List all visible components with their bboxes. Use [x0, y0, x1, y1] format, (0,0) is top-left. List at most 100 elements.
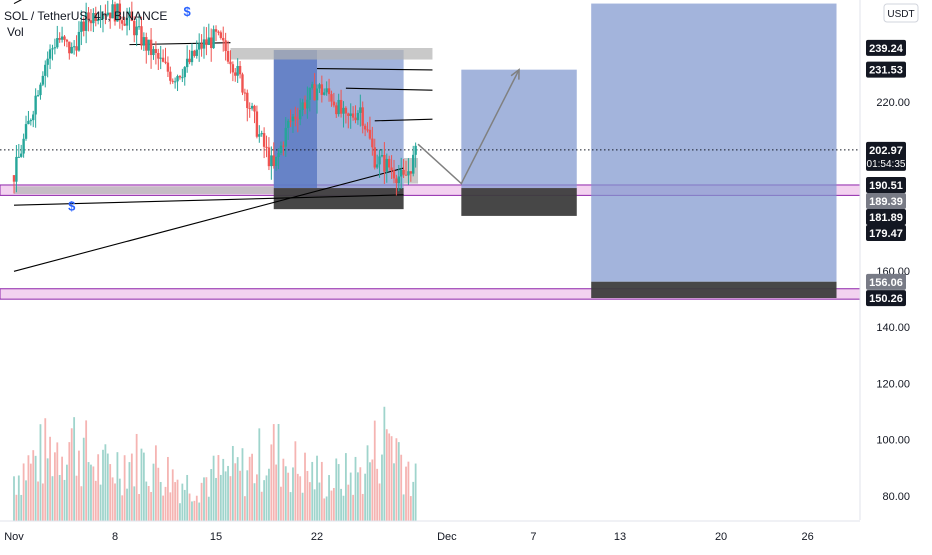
candle-body — [378, 156, 381, 165]
time-tick-label: 15 — [210, 531, 222, 543]
volume-bar — [330, 490, 333, 522]
candle-body — [195, 49, 198, 56]
price-tick-label: 140.00 — [876, 322, 910, 334]
volume-bar — [181, 483, 184, 522]
candle-body — [373, 147, 376, 168]
volume-bar — [405, 466, 407, 522]
volume-bar — [227, 465, 229, 522]
volume-bar — [263, 480, 266, 522]
candle-body — [128, 11, 131, 18]
volume-bar — [29, 463, 32, 522]
volume-bar — [152, 463, 155, 522]
candle-body — [313, 84, 316, 101]
candle-body — [72, 46, 76, 48]
time-tick-label: Dec — [437, 531, 457, 543]
volume-bar — [243, 496, 246, 522]
volume-bar — [402, 494, 405, 522]
candle-body — [274, 156, 278, 167]
projection-arrowhead — [510, 68, 520, 80]
candle-body — [94, 13, 97, 21]
candle-body — [400, 169, 403, 177]
candle-body — [181, 77, 184, 79]
price-badge[interactable]: 231.53 — [866, 61, 906, 78]
volume-bar — [301, 492, 304, 522]
candle-body — [279, 145, 283, 153]
volume-layer — [13, 406, 417, 522]
candle-body — [46, 58, 49, 65]
currency-button[interactable]: USDT — [883, 3, 919, 23]
volume-bar — [164, 486, 167, 522]
price-badge-label: 190.51 — [869, 180, 903, 192]
candle-body — [262, 133, 266, 147]
volume-bar — [109, 464, 112, 522]
volume-bar — [409, 496, 412, 522]
candle-body — [250, 105, 254, 109]
volume-bar — [292, 467, 294, 522]
candle-body — [154, 49, 158, 53]
candle-body — [359, 107, 362, 113]
volume-bar — [361, 493, 364, 522]
volume-bar — [73, 417, 76, 522]
volume-bar — [39, 424, 42, 522]
candle-body — [383, 155, 386, 172]
candle-body — [121, 20, 124, 24]
price-badge[interactable]: 179.47 — [866, 224, 906, 241]
volume-bar — [383, 406, 386, 522]
price-badge[interactable]: 189.39 — [866, 192, 906, 209]
candle-body — [390, 167, 393, 171]
price-badge-label: 231.53 — [869, 65, 903, 77]
volume-bar — [344, 453, 347, 522]
volume-bar — [357, 472, 359, 522]
volume-bar — [275, 464, 278, 522]
candle-body — [301, 102, 304, 110]
candle-body — [205, 39, 208, 45]
price-badge[interactable]: 190.51 — [866, 176, 906, 193]
volume-bar — [82, 437, 85, 522]
volume-bar — [118, 478, 121, 522]
candle-body — [41, 75, 45, 85]
time-axis[interactable]: Nov 8 15 22 Dec 7 13 20 26 — [0, 520, 932, 550]
price-badge[interactable]: 202.97 01:54:35 — [866, 141, 906, 171]
volume-bar — [268, 468, 270, 522]
candle-body — [149, 39, 153, 56]
candle-body — [368, 129, 372, 139]
volume-bar — [78, 450, 80, 522]
candle-body — [342, 107, 345, 114]
symbol-title[interactable]: SOL / TetherUS, 4h, BINANCE — [4, 9, 167, 23]
volume-bar — [265, 475, 268, 522]
candle-body — [395, 178, 398, 184]
volume-bar — [207, 496, 210, 522]
volume-bar — [289, 492, 292, 522]
candle-body — [296, 118, 299, 120]
price-badge-label: 156.06 — [869, 277, 903, 289]
candle-body — [171, 80, 174, 82]
candle-body — [137, 26, 141, 28]
volume-bar — [299, 476, 302, 522]
volume-bar — [306, 470, 309, 522]
candle-body — [253, 105, 256, 112]
candle-body — [412, 154, 415, 174]
volume-bar — [70, 428, 73, 522]
price-badge[interactable]: 150.26 — [866, 290, 906, 307]
price-badge[interactable]: 156.06 — [866, 273, 906, 290]
price-badge[interactable]: 239.24 — [866, 39, 906, 56]
volume-title[interactable]: Vol — [7, 25, 24, 39]
volume-bar — [212, 455, 215, 522]
volume-bar — [340, 488, 342, 522]
volume-bar — [116, 452, 119, 522]
candle-body — [164, 61, 167, 63]
volume-bar — [106, 453, 109, 522]
candle-body — [29, 120, 33, 122]
price-tick-label: 100.00 — [876, 435, 910, 447]
candle-body — [219, 32, 223, 38]
dollar-marker: $ — [184, 4, 192, 19]
volume-bar — [354, 456, 357, 522]
zones-layer — [0, 3, 861, 300]
price-badge[interactable]: 181.89 — [866, 208, 906, 225]
candle-body — [77, 31, 81, 51]
volume-bar — [191, 501, 193, 522]
zone-blue — [591, 3, 837, 282]
